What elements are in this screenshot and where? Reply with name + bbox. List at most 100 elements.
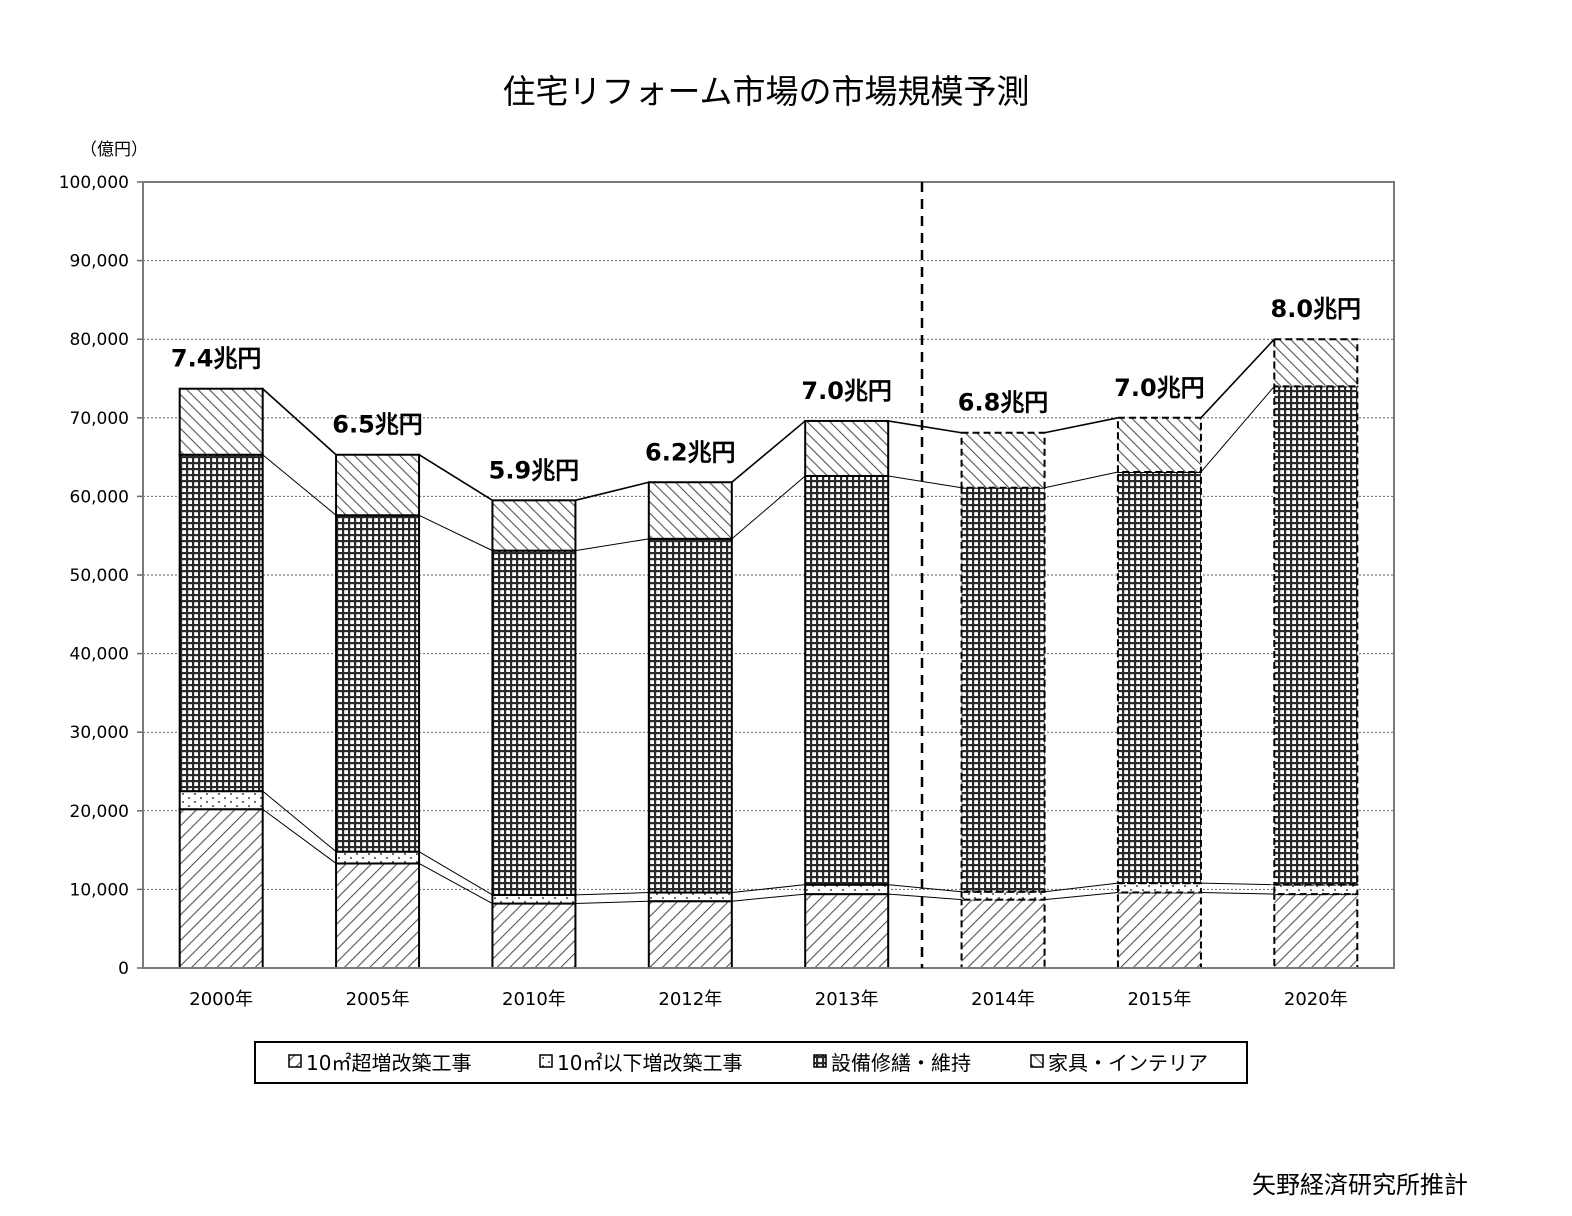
y-tick-label: 80,000	[70, 330, 129, 350]
bar-segment-series-3	[647, 537, 733, 894]
total-label: 6.2兆円	[645, 438, 736, 466]
connector-line-1	[575, 900, 649, 905]
bar-segment-series-1	[960, 898, 1046, 969]
legend-label: 家具・インテリア	[1048, 1051, 1208, 1075]
bar-segment-series-2	[178, 790, 264, 811]
y-tick-label: 60,000	[70, 487, 129, 507]
bar-segment-series-1	[335, 862, 421, 969]
connector-line-4	[888, 420, 962, 434]
y-tick-label: 50,000	[70, 566, 129, 586]
legend-swatch	[813, 1054, 827, 1068]
connector-line-4	[731, 420, 806, 483]
connector-line-4	[262, 388, 337, 456]
x-tick-label: 2020年	[1284, 989, 1348, 1010]
connector-line-2	[731, 884, 806, 894]
bar-segment-series-1	[491, 902, 577, 969]
bar-segment-series-3	[1116, 471, 1202, 885]
bar-segment-series-3	[335, 514, 421, 853]
bar-segment-series-3	[178, 453, 264, 793]
bar-segment-series-4	[960, 431, 1046, 489]
connector-line-4	[418, 454, 493, 502]
connector-line-2	[888, 884, 962, 893]
connector-line-3	[731, 475, 806, 540]
connector-line-1	[888, 893, 962, 901]
bar-segment-series-1	[804, 893, 890, 970]
y-tick-label: 70,000	[70, 409, 129, 429]
connector-line-1	[731, 893, 806, 902]
connector-line-3	[575, 538, 649, 552]
connector-line-1	[1044, 892, 1118, 901]
connector-line-3	[1200, 386, 1275, 473]
bar-segment-series-4	[804, 419, 890, 477]
legend-box	[254, 1041, 1248, 1084]
bar-segment-series-2	[1273, 883, 1359, 896]
bar-segment-series-1	[647, 900, 733, 969]
connector-line-1	[1200, 892, 1275, 895]
legend-swatch	[1030, 1054, 1044, 1068]
bar-segment-series-4	[1273, 338, 1359, 388]
total-label: 6.8兆円	[958, 389, 1049, 417]
total-label: 7.0兆円	[801, 377, 892, 405]
total-labels: 7.4兆円 6.5兆円 5.9兆円 6.2兆円 7.0兆円 6.8兆円 7.0兆円 8.0兆円	[171, 295, 1361, 484]
connector-line-4	[575, 481, 650, 502]
bar-segment-series-3	[960, 486, 1046, 893]
x-tick-label: 2012年	[658, 989, 722, 1010]
legend-label: 設備修繕・維持	[831, 1051, 971, 1075]
bar-segment-series-4	[335, 453, 421, 517]
x-tick-label: 2010年	[502, 989, 566, 1010]
bar-segment-series-2	[647, 891, 733, 903]
bar-segment-series-4	[491, 499, 577, 552]
x-tick-label: 2005年	[346, 989, 410, 1010]
y-tick-label: 40,000	[70, 645, 129, 665]
connector-line-1	[418, 863, 493, 904]
y-tick-label: 20,000	[70, 802, 129, 822]
connector-line-1	[262, 808, 337, 864]
bar-segment-series-1	[178, 808, 264, 970]
connector-line-2	[418, 851, 493, 896]
y-tick-label: 10,000	[70, 880, 129, 900]
connector-line-3	[418, 514, 493, 552]
bar-segment-series-3	[1273, 385, 1359, 886]
connector-line-4	[1044, 417, 1119, 434]
legend: 10㎡超増改築工事 10㎡以下増改築工事 設備修繕・維持 家具・インテリア	[254, 1041, 1248, 1084]
bar-segment-series-2	[960, 890, 1046, 901]
connector-line-2	[262, 790, 337, 853]
connector-line-4	[1200, 338, 1275, 419]
total-label: 7.0兆円	[1114, 374, 1205, 402]
chart-title: 住宅リフォーム市場の市場規模予測	[502, 72, 1029, 111]
y-tick-label: 30,000	[70, 723, 129, 743]
x-tick-label: 2015年	[1128, 989, 1192, 1010]
bar-segment-series-2	[1116, 882, 1202, 894]
total-label: 7.4兆円	[171, 345, 262, 373]
y-tick-label: 0	[118, 959, 129, 979]
bar-segment-series-4	[647, 481, 733, 540]
x-tick-label: 2000年	[189, 989, 253, 1010]
y-tick-label: 100,000	[59, 173, 129, 193]
connector-line-2	[575, 892, 649, 896]
y-tick-label: 90,000	[70, 252, 129, 272]
connector-line-3	[888, 475, 962, 489]
x-tick-label: 2013年	[815, 989, 879, 1010]
x-tick-label: 2014年	[971, 989, 1035, 1010]
legend-swatch	[288, 1054, 302, 1068]
bar-segment-series-1	[1116, 891, 1202, 970]
connector-line-3	[1044, 471, 1119, 489]
bar-segment-series-3	[491, 549, 577, 896]
legend-label: 10㎡超増改築工事	[306, 1051, 471, 1075]
y-axis-unit-label: （億円）	[80, 140, 148, 160]
series-connector-lines	[262, 338, 1275, 905]
total-label: 5.9兆円	[489, 456, 580, 484]
source-note: 矢野経済研究所推計	[1252, 1171, 1468, 1199]
connector-line-2	[1200, 882, 1275, 886]
plot-area-border	[142, 181, 1395, 969]
y-axis-ticks: 0 10,000 20,000 30,000 40,000 50,000 60,000 70,…	[59, 173, 143, 979]
bar-segment-series-2	[335, 850, 421, 865]
bar-segment-series-2	[804, 883, 890, 896]
connector-line-3	[262, 454, 337, 516]
total-label: 8.0兆円	[1271, 295, 1362, 323]
legend-swatch	[539, 1054, 553, 1068]
legend-label: 10㎡以下増改築工事	[557, 1051, 742, 1075]
x-axis-category-labels: 2000年 2005年 2010年 2012年 2013年 2014年 2015年 2020年	[189, 989, 1347, 1010]
connector-line-2	[1044, 882, 1118, 893]
